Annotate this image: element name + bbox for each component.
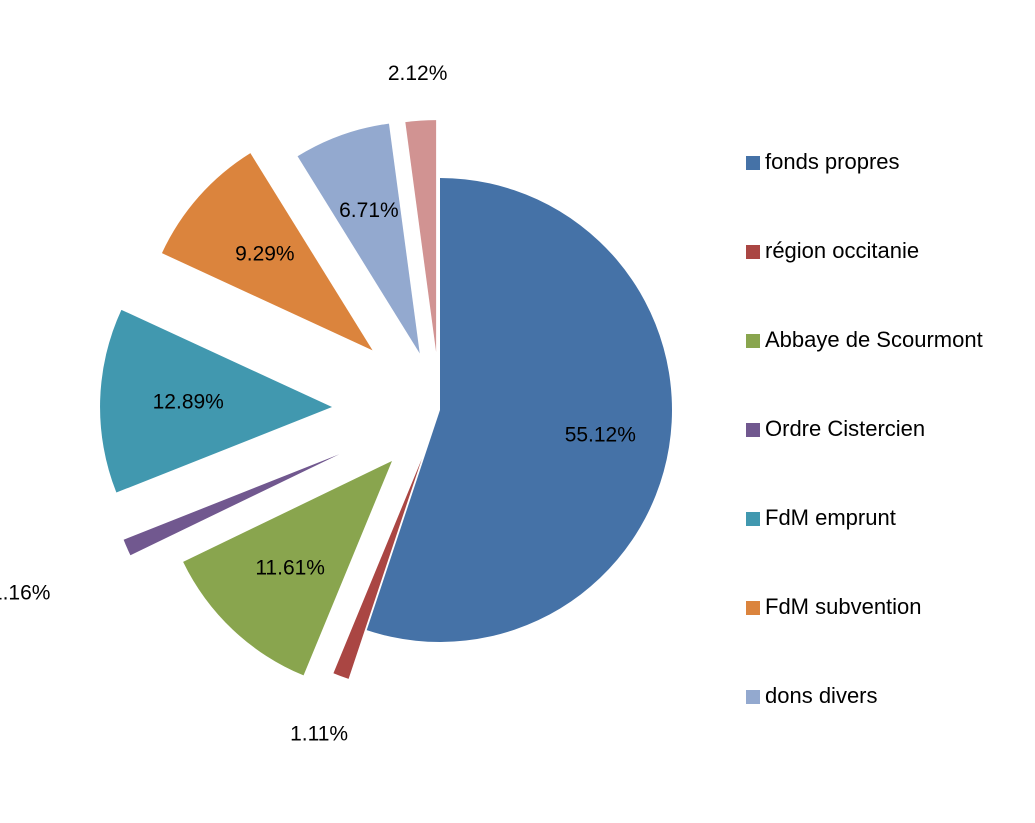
legend-item-ordre-cistercien: Ordre Cistercien <box>746 416 925 441</box>
data-label-ordre-cistercien-3: 1.16% <box>0 582 50 605</box>
pie-slice-fdm-emprunt-4 <box>100 309 333 493</box>
pie-slice-ordre-cistercien-3 <box>123 454 340 556</box>
legend-label-fdm-subvention: FdM subvention <box>765 594 922 619</box>
pie-slice-unlabeled-7 <box>405 120 437 353</box>
legend-item-abbaye-de-scourmont: Abbaye de Scourmont <box>746 327 983 352</box>
legend-item-fdm-emprunt: FdM emprunt <box>746 505 896 530</box>
pie-slice-dons-divers-6 <box>297 123 420 354</box>
pie-slice-fdm-subvention-5 <box>161 153 373 351</box>
legend-label-ordre-cistercien: Ordre Cistercien <box>765 416 925 441</box>
data-label-fdm-subvention-5: 9.29% <box>235 243 295 266</box>
data-label-region-occitanie-1: 1.11% <box>290 722 348 745</box>
data-label-unlabeled-7: 2.12% <box>388 62 448 85</box>
legend-swatch-ordre-cistercien <box>746 423 760 437</box>
data-label-fonds-propres-0: 55.12% <box>565 424 636 447</box>
data-label-fdm-emprunt-4: 12.89% <box>153 391 224 414</box>
slices-layer <box>100 120 672 679</box>
legend-swatch-fdm-subvention <box>746 601 760 615</box>
pie-slice-fonds-propres-0 <box>366 178 672 642</box>
legend-item-fdm-subvention: FdM subvention <box>746 594 922 619</box>
legend-swatch-dons-divers <box>746 690 760 704</box>
legend-label-dons-divers: dons divers <box>765 683 878 708</box>
data-label-dons-divers-6: 6.71% <box>339 199 399 222</box>
legend-swatch-region-occitanie <box>746 245 760 259</box>
legend-item-dons-divers: dons divers <box>746 683 878 708</box>
legend-swatch-abbaye-de-scourmont <box>746 334 760 348</box>
data-labels-layer: 55.12% 1.11% 11.61% 1.16% 12.89% 9.29% 6.71% 2.… <box>0 62 636 746</box>
data-label-abbaye-de-scourmont-2: 11.61% <box>255 557 325 580</box>
legend-swatch-fdm-emprunt <box>746 512 760 526</box>
legend-label-region-occitanie: région occitanie <box>765 238 919 263</box>
legend-swatch-fonds-propres <box>746 156 760 170</box>
legend-label-fdm-emprunt: FdM emprunt <box>765 505 896 530</box>
pie-slice-region-occitanie-1 <box>333 458 422 679</box>
legend-label-fonds-propres: fonds propres <box>765 149 900 174</box>
pie-slice-abbaye-de-scourmont-2 <box>183 460 392 676</box>
legend-label-abbaye-de-scourmont: Abbaye de Scourmont <box>765 327 983 352</box>
legend-item-fonds-propres: fonds propres <box>746 149 900 174</box>
legend-item-region-occitanie: région occitanie <box>746 238 919 263</box>
legend: fonds propres région occitanie Abbaye de S… <box>746 149 983 708</box>
